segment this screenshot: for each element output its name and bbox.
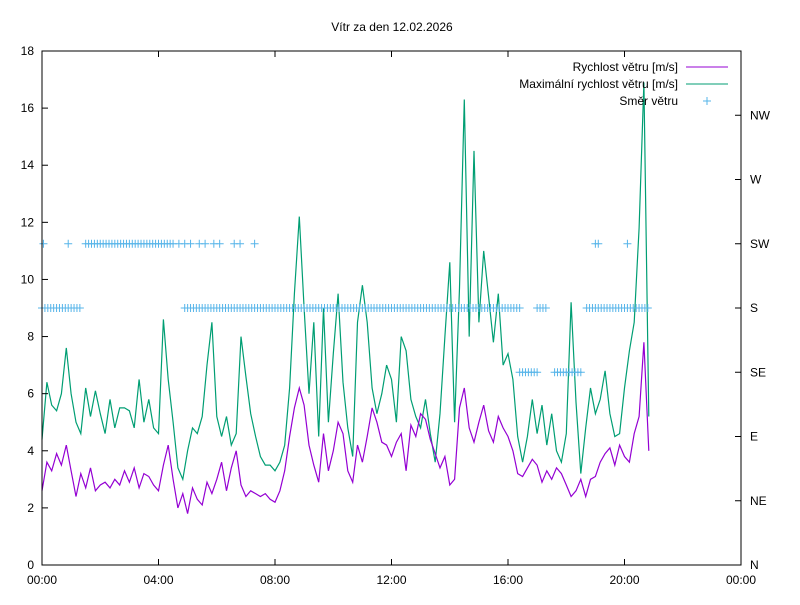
y-tick-label: 10 xyxy=(21,272,35,286)
y-tick-label: 14 xyxy=(21,158,35,172)
y2-tick-label: W xyxy=(750,173,762,187)
legend-cross xyxy=(703,97,711,105)
x-tick-label: 04:00 xyxy=(143,573,173,587)
x-tick-label: 00:00 xyxy=(726,573,756,587)
direction-point xyxy=(186,239,195,248)
chart-title: Vítr za den 12.02.2026 xyxy=(331,20,453,34)
legend-sample-direction xyxy=(703,97,711,105)
y-tick-label: 2 xyxy=(27,501,34,515)
y-tick-label: 12 xyxy=(21,215,35,229)
y-tick-label: 4 xyxy=(27,444,34,458)
y-tick-label: 8 xyxy=(27,330,34,344)
y2-tick-label: SE xyxy=(750,365,766,379)
direction-point xyxy=(201,239,210,248)
direction-point xyxy=(250,239,259,248)
legend-label-speed: Rychlost větru [m/s] xyxy=(573,60,678,74)
max-speed-line xyxy=(41,82,650,482)
direction-point xyxy=(39,239,48,248)
direction-point xyxy=(64,239,73,248)
y2-tick-label: N xyxy=(750,558,759,572)
direction-point xyxy=(533,368,542,377)
direction-point xyxy=(75,304,84,312)
direction-point xyxy=(576,368,585,377)
direction-point xyxy=(643,304,652,312)
y-tick-label: 0 xyxy=(27,558,34,572)
y-tick-label: 6 xyxy=(27,387,34,401)
direction-point xyxy=(215,239,224,248)
y2-tick-label: SW xyxy=(750,237,770,251)
x-tick-label: 00:00 xyxy=(27,573,57,587)
y2-tick-label: NW xyxy=(750,108,771,122)
direction-point xyxy=(236,239,245,248)
direction-point xyxy=(541,304,550,312)
x-tick-label: 08:00 xyxy=(260,573,290,587)
direction-point xyxy=(594,239,603,248)
x-tick-label: 20:00 xyxy=(609,573,639,587)
x-tick-label: 12:00 xyxy=(376,573,406,587)
y2-tick-label: NE xyxy=(750,494,767,508)
y-tick-label: 18 xyxy=(21,44,35,58)
legend: Rychlost větru [m/s] Maximální rychlost … xyxy=(519,60,728,108)
y-tick-label: 16 xyxy=(21,101,35,115)
direction-point xyxy=(515,304,524,312)
direction-point xyxy=(623,239,632,248)
x-tick-label: 16:00 xyxy=(493,573,523,587)
legend-label-direction: Směr větru xyxy=(619,94,678,108)
y2-tick-label: S xyxy=(750,301,758,315)
legend-label-max-speed: Maximální rychlost větru [m/s] xyxy=(519,77,678,91)
y2-tick-label: E xyxy=(750,430,758,444)
speed-line xyxy=(41,342,650,514)
